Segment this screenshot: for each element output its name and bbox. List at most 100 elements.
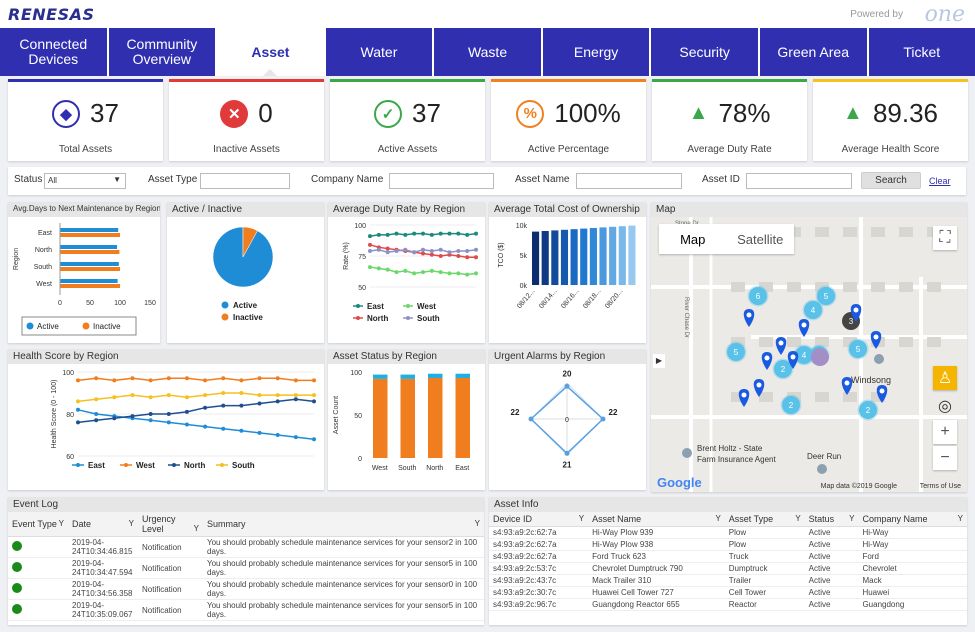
y-tick-label: East: [38, 230, 52, 237]
data-point: [184, 409, 189, 414]
data-point: [421, 247, 425, 252]
bar: [580, 228, 588, 285]
column-header[interactable]: Asset Name Y: [588, 512, 725, 527]
nav-tab-security[interactable]: Security: [651, 28, 758, 76]
tco-panel: Average Total Cost of Ownership 0k 5k 10k T…: [489, 202, 646, 343]
map-pin-dot: [844, 380, 850, 386]
data-point: [376, 247, 381, 252]
legend-marker: [26, 322, 34, 330]
data-point: [166, 420, 171, 425]
fullscreen-icon[interactable]: ⛶: [933, 226, 957, 250]
table-cell: Huawei Cell Tower 727: [588, 586, 725, 599]
status-select[interactable]: All ▼: [44, 173, 126, 189]
data-point: [94, 412, 99, 416]
company-name-input[interactable]: [389, 173, 494, 189]
x-tick-label: 08/18...: [582, 288, 602, 310]
nav-tab-community-overview[interactable]: Community Overview: [108, 28, 216, 76]
filter-icon[interactable]: Y: [193, 524, 199, 533]
map-canvas[interactable]: 65454225223WindsongBrent Holtz - StateFa…: [651, 217, 967, 492]
y-tick-label: 50: [354, 413, 362, 420]
y-tick-label: South: [34, 264, 52, 271]
table-cell: s4:93:a9:2c:30:7c: [489, 586, 589, 599]
map-building: [843, 337, 857, 347]
series-line: [77, 392, 314, 403]
asset-name-input[interactable]: [576, 173, 682, 189]
map-pin-dot: [746, 312, 752, 318]
asset-id-input[interactable]: [746, 173, 852, 189]
bar: [628, 225, 636, 285]
map-pin-dot: [853, 307, 859, 313]
table-row[interactable]: s4:93:a9:2c:62:7a Hi-Way Plow 938 Plow Acti…: [489, 538, 967, 551]
column-header[interactable]: Summary Y: [203, 512, 484, 537]
nav-tab-green-area[interactable]: Green Area: [759, 28, 867, 76]
column-header[interactable]: Event Type Y: [8, 512, 68, 537]
map-pin: [743, 309, 755, 327]
table-row[interactable]: s4:93:a9:2c:43:7c Mack Trailer 310 Trailer…: [489, 574, 967, 587]
table-row[interactable]: s4:93:a9:2c:53:7c Chevrolet Dumptruck 790…: [489, 562, 967, 575]
zoom-in-icon[interactable]: +: [933, 420, 957, 444]
column-header[interactable]: Status Y: [804, 512, 859, 527]
map-building: [759, 392, 773, 402]
panel-title: Map: [651, 202, 967, 217]
search-button[interactable]: Search: [861, 172, 921, 189]
table-row[interactable]: 2019-04-24T10:34:47.594 Notification You s…: [8, 557, 484, 579]
column-header[interactable]: Company Name Y: [858, 512, 967, 527]
satellite-tab[interactable]: Satellite: [737, 231, 784, 247]
data-point: [76, 378, 80, 383]
filter-icon[interactable]: Y: [849, 514, 855, 523]
table-row[interactable]: s4:93:a9:2c:96:7c Guangdong Reactor 655 Re…: [489, 598, 967, 611]
clear-link[interactable]: Clear: [929, 176, 951, 186]
locate-icon[interactable]: ◎: [938, 398, 952, 415]
filter-icon[interactable]: Y: [795, 514, 801, 523]
filter-icon[interactable]: Y: [957, 514, 963, 523]
data-point: [368, 249, 372, 254]
map-cluster: [802, 299, 824, 321]
table-cell: Active: [804, 550, 859, 563]
kpi-card: ✓ 37 Active Assets: [330, 79, 485, 161]
asset-type-input[interactable]: [200, 173, 290, 189]
pegman-icon[interactable]: ♙: [933, 366, 957, 390]
bar: [60, 250, 120, 254]
triangle-up-icon: ▲: [843, 102, 863, 124]
filter-icon[interactable]: Y: [715, 514, 721, 523]
table-row[interactable]: s4:93:a9:2c:62:7a Ford Truck 623 Truck Acti…: [489, 550, 967, 563]
table-row[interactable]: 2019-04-24T10:34:56.358 Notification You s…: [8, 578, 484, 600]
table-cell: Plow: [724, 538, 805, 551]
x-tick-label: 08/16...: [560, 288, 580, 310]
nav-tab-asset[interactable]: Asset: [217, 28, 324, 76]
kpi-label: Active Assets: [377, 144, 438, 155]
column-header[interactable]: Asset Type Y: [724, 512, 805, 527]
nav-tab-connected-devices[interactable]: Connected Devices: [0, 28, 107, 76]
nav-tab-water[interactable]: Water: [325, 28, 433, 76]
table-cell: s4:93:a9:2c:62:7a: [489, 526, 589, 539]
data-point: [257, 376, 262, 381]
column-header[interactable]: Date Y: [68, 512, 138, 537]
nav-tab-ticket[interactable]: Ticket: [868, 28, 975, 76]
zoom-out-icon[interactable]: −: [933, 446, 957, 470]
terms-link[interactable]: Terms of Use: [919, 483, 961, 490]
map-building: [815, 392, 829, 402]
filter-icon[interactable]: Y: [128, 519, 134, 528]
table-row[interactable]: s4:93:a9:2c:30:7c Huawei Cell Tower 727 Ce…: [489, 586, 967, 599]
nav-tab-energy[interactable]: Energy: [542, 28, 650, 76]
filter-icon[interactable]: Y: [578, 514, 585, 523]
filter-icon[interactable]: Y: [58, 519, 64, 528]
table-row[interactable]: 2019-04-24T10:35:09.067 Notification You s…: [8, 599, 484, 621]
expand-arrow-icon[interactable]: ▶: [653, 354, 665, 368]
x-tick-label: 08/20...: [604, 288, 624, 310]
map-tab[interactable]: Map: [680, 231, 706, 247]
table-row[interactable]: 2019-04-24T10:34:46.815 Notification You s…: [8, 536, 484, 558]
y-tick-label: 10k: [516, 223, 528, 230]
column-header[interactable]: Urgency Level Y: [138, 512, 203, 537]
map-building: [787, 337, 801, 347]
panel-title: Health Score by Region: [8, 349, 324, 364]
table-row[interactable]: s4:93:a9:2c:62:7a Hi-Way Plow 939 Plow Acti…: [489, 526, 967, 539]
column-header[interactable]: Device ID Y: [489, 512, 589, 527]
data-point: [130, 376, 135, 381]
nav-tab-waste[interactable]: Waste: [434, 28, 541, 76]
table-cell: Huawei: [858, 586, 967, 599]
filter-icon[interactable]: Y: [474, 519, 480, 528]
legend-label: North: [184, 461, 205, 470]
kpi-value: 37: [412, 98, 441, 128]
